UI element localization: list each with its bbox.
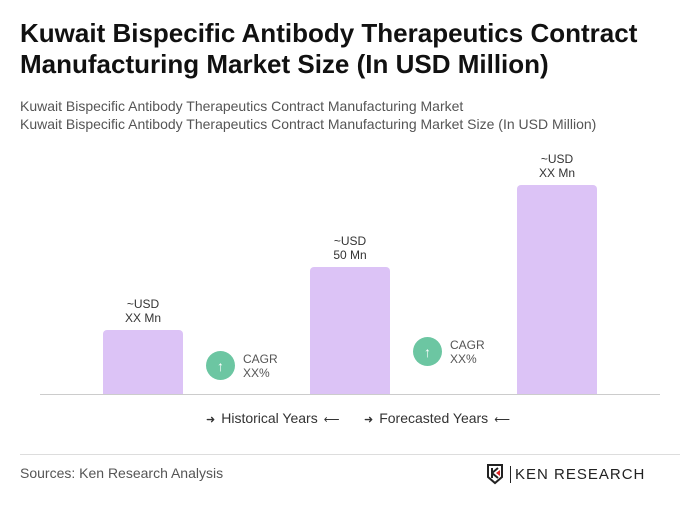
data-label-line: ~USD: [126, 297, 160, 312]
legend-label: Forecasted Years: [379, 410, 489, 426]
cagr-label: CAGR: [243, 351, 278, 366]
divider: [20, 454, 680, 455]
subtitle-2: Kuwait Bispecific Antibody Therapeutics …: [20, 116, 597, 132]
cagr-badge-2: ↑ CAGR XX%: [413, 337, 485, 366]
data-label-line: ~USD: [333, 233, 367, 248]
data-label-line: 50 Mn: [333, 247, 367, 262]
data-label-line: XX Mn: [538, 165, 575, 180]
cagr-badge-1: ↑ CAGR XX%: [206, 351, 278, 380]
cagr-label: CAGR: [450, 337, 485, 352]
legend-forecasted: ➜ Forecasted Years ⟵: [358, 410, 516, 426]
data-label: ~USD 50 Mn: [300, 234, 400, 262]
legend-historical: ➜ Historical Years ⟵: [200, 410, 346, 426]
bar: [517, 184, 597, 394]
cagr-value: XX%: [243, 365, 270, 380]
x-axis-line: [40, 394, 660, 395]
legend-label: Historical Years: [221, 410, 318, 426]
data-label-line: ~USD: [540, 151, 574, 166]
cagr-value: XX%: [450, 351, 477, 366]
logo-mark-icon: [487, 464, 503, 485]
bar: [310, 266, 390, 394]
bar: [103, 330, 183, 394]
data-label-line: XX Mn: [124, 311, 161, 326]
logo-text: KEN RESEARCH: [510, 465, 645, 483]
arrow-up-icon: ↑: [413, 337, 442, 366]
arrow-right-icon: ➜: [364, 414, 374, 426]
arrow-up-icon: ↑: [206, 351, 235, 380]
source-note: Sources: Ken Research Analysis: [20, 465, 224, 481]
arrow-left-icon: ⟵: [494, 414, 510, 426]
data-label: ~USD XX Mn: [93, 297, 193, 325]
data-label: ~USD XX Mn: [507, 152, 607, 180]
arrow-right-icon: ➜: [206, 414, 216, 426]
ken-research-logo: KEN RESEARCH: [486, 463, 645, 485]
subtitle: Kuwait Bispecific Antibody Therapeutics …: [20, 98, 464, 114]
page-title: Kuwait Bispecific Antibody Therapeutics …: [20, 18, 638, 79]
arrow-left-icon: ⟵: [323, 414, 340, 426]
